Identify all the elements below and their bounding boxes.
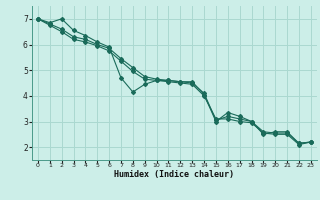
X-axis label: Humidex (Indice chaleur): Humidex (Indice chaleur) [115, 170, 234, 179]
